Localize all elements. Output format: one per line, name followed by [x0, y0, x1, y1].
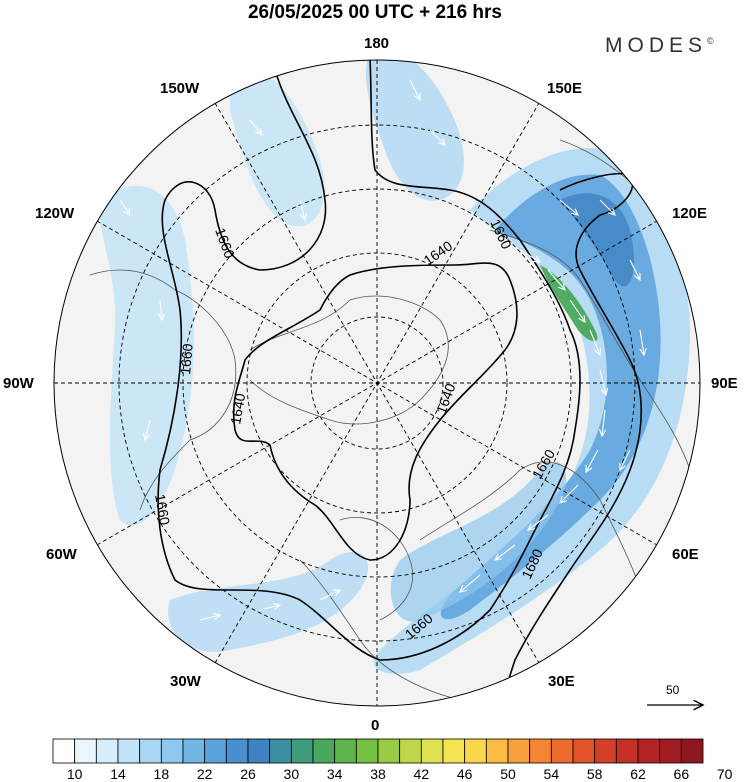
colorbar-label: 54	[543, 766, 560, 782]
jet-shade-atlantic	[168, 551, 369, 652]
map-disk: 1640 1640 1640 1660 1660 1660 1660 1660 …	[54, 60, 700, 706]
lon-label-60w: 60W	[46, 546, 77, 563]
modes-logo: MODES©	[605, 34, 714, 58]
contour-1680	[504, 172, 642, 701]
colorbar-label: 14	[110, 766, 126, 782]
lon-label-120e: 120E	[672, 205, 708, 222]
jet-shade-pacific-west	[230, 68, 325, 227]
lon-label-90e: 90E	[711, 375, 738, 392]
height-contours	[157, 60, 642, 701]
wind-speed-shading	[99, 60, 690, 674]
lon-label-60e: 60E	[672, 546, 699, 563]
colorbar-label: 18	[153, 766, 170, 782]
contour-1660	[157, 60, 581, 661]
colorbar-label: 58	[586, 766, 603, 782]
brand-name: MODES	[605, 34, 708, 57]
vector-legend-value: 50	[666, 683, 680, 697]
graticule	[54, 60, 700, 706]
colorbar-label: 34	[326, 766, 343, 782]
colorbar-label: 62	[630, 766, 646, 782]
colorbar-label: 42	[413, 766, 430, 782]
jet-shade-pacific-north	[365, 60, 464, 201]
jet-shade-east-asia-core	[440, 174, 661, 620]
forecast-title: 26/05/2025 00 UTC + 216 hrs	[247, 2, 503, 23]
lon-label-150e: 150E	[547, 80, 583, 97]
contour-label-1660-atlantic: 1660	[152, 493, 173, 527]
jet-shade-europe	[390, 461, 567, 622]
lon-label-90w: 90W	[3, 375, 34, 392]
contour-label-1640-west: 1640	[227, 392, 248, 426]
lon-label-180: 180	[364, 35, 390, 52]
colorbar-label: 46	[456, 766, 473, 782]
colorbar-label: 26	[240, 766, 256, 782]
colorbar-label: 30	[283, 766, 300, 782]
lon-label-30w: 30W	[170, 673, 201, 690]
contour-label-1660-america: 1660	[177, 343, 196, 376]
colorbar-label: 66	[673, 766, 690, 782]
contour-1640	[232, 262, 518, 561]
jet-shade-mid	[560, 193, 635, 287]
map-boundary	[53, 59, 701, 707]
jet-shade-america	[99, 185, 194, 526]
wind-vectors	[119, 79, 644, 621]
lon-label-120w: 120W	[35, 205, 75, 222]
colorbar-label: 22	[196, 766, 213, 782]
brand-mark: ©	[707, 36, 714, 46]
lon-label-0: 0	[371, 717, 380, 734]
colorbar-label: 70	[716, 766, 733, 782]
polar-stereographic-map: 1640 1640 1640 1660 1660 1660 1660 1660 …	[53, 59, 750, 750]
lon-label-150w: 150W	[160, 80, 200, 97]
colorbar-label: 50	[500, 766, 516, 782]
lon-label-30e: 30E	[548, 673, 575, 690]
colorbar-label: 10	[66, 766, 83, 782]
colorbar-label: 38	[370, 766, 386, 782]
